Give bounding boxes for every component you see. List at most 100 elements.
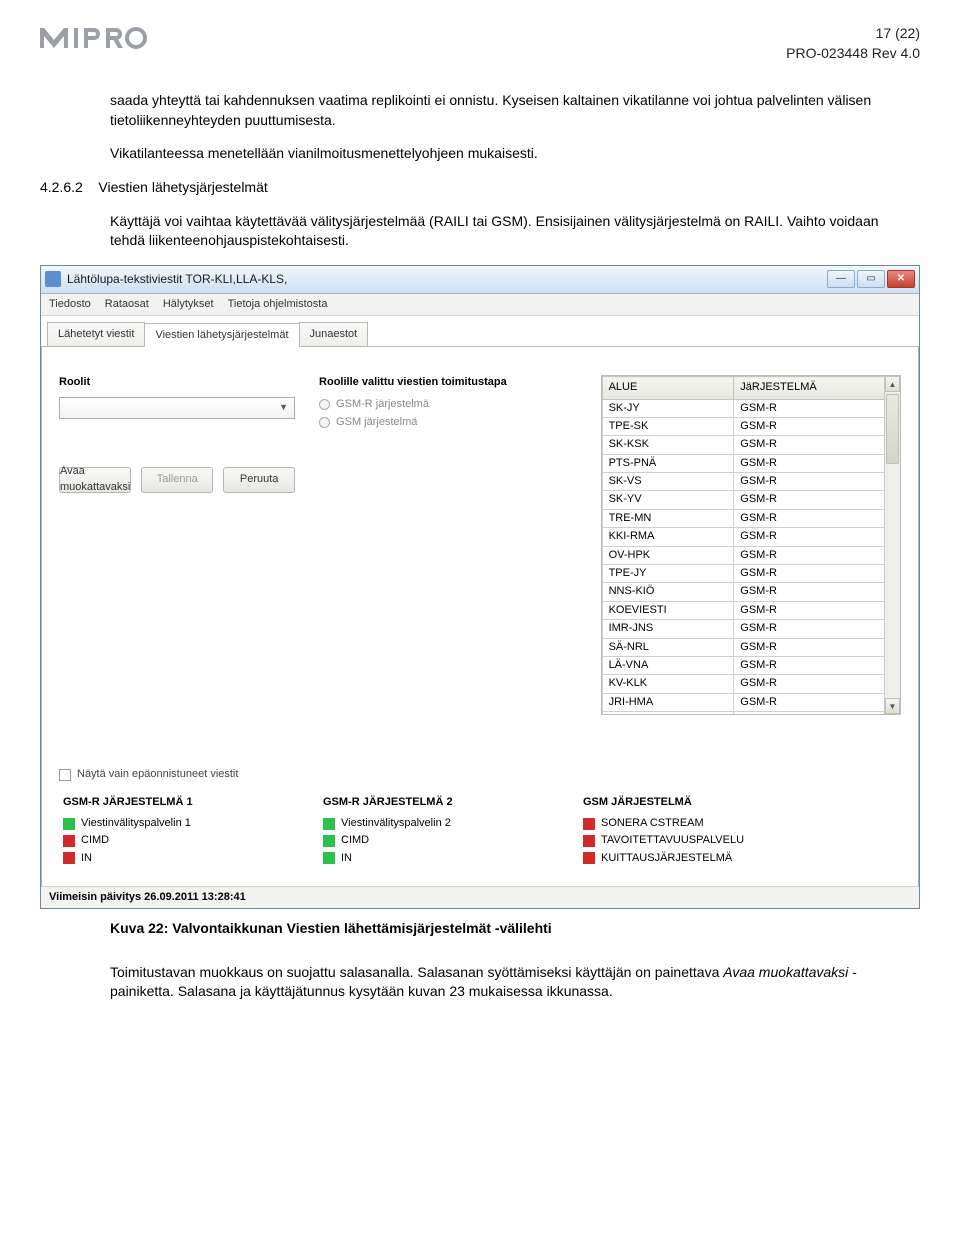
- paragraph: Toimitustavan muokkaus on suojattu salas…: [110, 963, 890, 1002]
- cancel-button[interactable]: Peruuta: [223, 467, 295, 493]
- tab-panel: Roolit ▼ Avaa muokattavaksi Tallenna Per…: [41, 346, 919, 886]
- table-row[interactable]: KV-KLKGSM-R: [602, 675, 899, 693]
- status-square-icon: [63, 852, 75, 864]
- table-cell: GSM-R: [734, 528, 900, 546]
- col-header-roolit: Roolit: [59, 375, 295, 390]
- figure-caption: Kuva 22: Valvontaikkunan Viestien lähett…: [110, 919, 920, 939]
- table-row[interactable]: SK-JYGSM-R: [602, 399, 899, 417]
- system-item: KUITTAUSJÄRJESTELMÄ: [583, 851, 783, 866]
- table-row[interactable]: KKI-RMAGSM-R: [602, 528, 899, 546]
- paragraph: Käyttäjä voi vaihtaa käytettävää välitys…: [110, 212, 890, 251]
- menu-item[interactable]: Tiedosto: [49, 297, 91, 312]
- table-cell: GSM-R: [734, 491, 900, 509]
- radio-gsmr[interactable]: GSM-R järjestelmä: [319, 397, 577, 412]
- table-row[interactable]: KOEVIESTIGSM-R: [602, 601, 899, 619]
- table-cell: GSM-R: [734, 436, 900, 454]
- tab-systems[interactable]: Viestien lähetysjärjestelmät: [144, 323, 299, 347]
- table-row[interactable]: PTS-PNÄGSM-R: [602, 454, 899, 472]
- app-window: Lähtölupa-tekstiviestit TOR-KLI,LLA-KLS,…: [40, 265, 920, 909]
- table-cell: SK-JY: [602, 399, 734, 417]
- table-row[interactable]: LÄ-VNAGSM-R: [602, 657, 899, 675]
- window-title: Lähtölupa-tekstiviestit TOR-KLI,LLA-KLS,: [67, 271, 827, 288]
- system-header: GSM JÄRJESTELMÄ: [583, 795, 783, 810]
- table-row[interactable]: SK-YVGSM-R: [602, 491, 899, 509]
- table-cell: KKI-RMA: [602, 528, 734, 546]
- scroll-thumb[interactable]: [886, 394, 899, 464]
- system-column: GSM-R JÄRJESTELMÄ 1 Viestinvälityspalveli…: [63, 795, 263, 869]
- radio-gsm[interactable]: GSM järjestelmä: [319, 415, 577, 430]
- table-cell: NNS-KIÖ: [602, 583, 734, 601]
- table-cell: SK-VS: [602, 473, 734, 491]
- section-title: Viestien lähetysjärjestelmät: [98, 179, 267, 195]
- system-item-label: CIMD: [341, 833, 369, 848]
- table-cell: LÄ-VNA: [602, 657, 734, 675]
- table-cell: IMR-JNS: [602, 620, 734, 638]
- header-doc-ref: 17 (22) PRO-023448 Rev 4.0: [786, 24, 920, 63]
- status-text: Viimeisin päivitys 26.09.2011 13:28:41: [49, 890, 246, 905]
- table-header-alue[interactable]: ALUE: [602, 377, 734, 399]
- system-header: GSM-R JÄRJESTELMÄ 1: [63, 795, 263, 810]
- close-button[interactable]: ✕: [887, 270, 915, 288]
- logo: [40, 24, 160, 52]
- table-cell: GSM-R: [734, 657, 900, 675]
- system-item-label: IN: [81, 851, 92, 866]
- table-row[interactable]: PM-JNSGSM-R: [602, 712, 899, 715]
- system-item-label: CIMD: [81, 833, 109, 848]
- show-failed-checkbox[interactable]: Näytä vain epäonnistuneet viestit: [59, 767, 901, 782]
- maximize-button[interactable]: ▭: [857, 270, 885, 288]
- table-cell: PTS-PNÄ: [602, 454, 734, 472]
- table-row[interactable]: IMR-JNSGSM-R: [602, 620, 899, 638]
- table-cell: GSM-R: [734, 693, 900, 711]
- menu-item[interactable]: Hälytykset: [163, 297, 214, 312]
- status-square-icon: [63, 835, 75, 847]
- table-row[interactable]: JRI-HMAGSM-R: [602, 693, 899, 711]
- table-row[interactable]: TPE-SKGSM-R: [602, 417, 899, 435]
- scroll-up-icon[interactable]: ▲: [885, 376, 900, 392]
- table-cell: TPE-JY: [602, 565, 734, 583]
- table-row[interactable]: SÄ-NRLGSM-R: [602, 638, 899, 656]
- tab-sent[interactable]: Lähetetyt viestit: [47, 322, 145, 346]
- table-cell: GSM-R: [734, 601, 900, 619]
- table-row[interactable]: SK-KSKGSM-R: [602, 436, 899, 454]
- table-row[interactable]: OV-HPKGSM-R: [602, 546, 899, 564]
- table-cell: PM-JNS: [602, 712, 734, 715]
- system-item: SONERA CSTREAM: [583, 816, 783, 831]
- area-table: ALUE JäRJESTELMÄ SK-JYGSM-RTPE-SKGSM-RSK…: [602, 376, 900, 715]
- status-square-icon: [323, 852, 335, 864]
- page-ref: 17 (22): [786, 24, 920, 44]
- col-header-toimitustapa: Roolille valittu viestien toimitustapa: [319, 375, 577, 390]
- table-row[interactable]: TPE-JYGSM-R: [602, 565, 899, 583]
- table-cell: GSM-R: [734, 638, 900, 656]
- table-cell: KV-KLK: [602, 675, 734, 693]
- table-header-jarjestelma[interactable]: JäRJESTELMÄ: [734, 377, 900, 399]
- system-item: Viestinvälityspalvelin 1: [63, 816, 263, 831]
- table-row[interactable]: TRE-MNGSM-R: [602, 509, 899, 527]
- table-cell: TPE-SK: [602, 417, 734, 435]
- checkbox-icon: [59, 769, 71, 781]
- table-row[interactable]: SK-VSGSM-R: [602, 473, 899, 491]
- table-cell: GSM-R: [734, 712, 900, 715]
- tabs: Lähetetyt viestit Viestien lähetysjärjes…: [41, 316, 919, 346]
- scrollbar[interactable]: ▲ ▼: [884, 376, 900, 714]
- menubar: Tiedosto Rataosat Hälytykset Tietoja ohj…: [41, 294, 919, 316]
- paragraph: Vikatilanteessa menetellään vianilmoitus…: [110, 144, 890, 164]
- open-edit-button[interactable]: Avaa muokattavaksi: [59, 467, 131, 493]
- show-failed-label: Näytä vain epäonnistuneet viestit: [77, 767, 238, 782]
- system-item-label: KUITTAUSJÄRJESTELMÄ: [601, 851, 732, 866]
- table-cell: GSM-R: [734, 546, 900, 564]
- scroll-down-icon[interactable]: ▼: [885, 698, 900, 714]
- role-dropdown[interactable]: ▼: [59, 397, 295, 419]
- table-cell: OV-HPK: [602, 546, 734, 564]
- tab-junaestot[interactable]: Junaestot: [299, 322, 369, 346]
- table-row[interactable]: NNS-KIÖGSM-R: [602, 583, 899, 601]
- table-cell: GSM-R: [734, 454, 900, 472]
- status-square-icon: [583, 835, 595, 847]
- menu-item[interactable]: Rataosat: [105, 297, 149, 312]
- table-cell: GSM-R: [734, 675, 900, 693]
- save-button[interactable]: Tallenna: [141, 467, 213, 493]
- system-item: IN: [63, 851, 263, 866]
- statusbar: Viimeisin päivitys 26.09.2011 13:28:41: [41, 886, 919, 908]
- menu-item[interactable]: Tietoja ohjelmistosta: [228, 297, 328, 312]
- minimize-button[interactable]: —: [827, 270, 855, 288]
- status-square-icon: [323, 835, 335, 847]
